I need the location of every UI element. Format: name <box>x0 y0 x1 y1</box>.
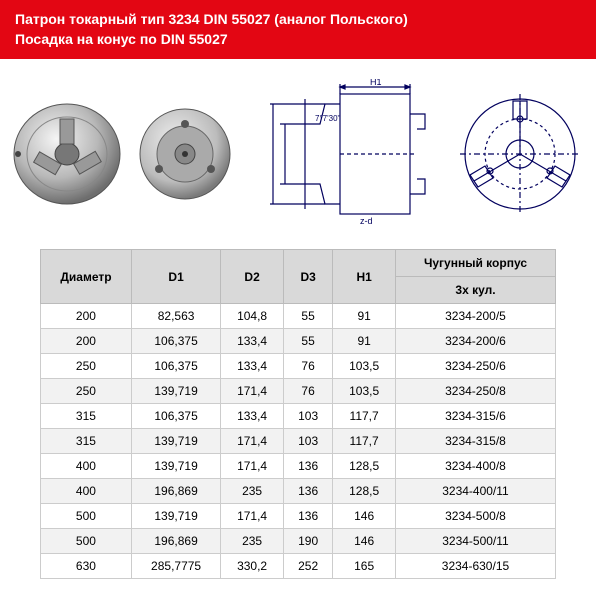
table-cell: 3234-250/8 <box>395 379 555 404</box>
table-cell: 250 <box>41 379 132 404</box>
table-cell: 117,7 <box>333 429 396 454</box>
table-row: 500139,719171,41361463234-500/8 <box>41 504 556 529</box>
table-row: 250139,719171,476103,53234-250/8 <box>41 379 556 404</box>
table-cell: 139,719 <box>131 454 220 479</box>
table-cell: 128,5 <box>333 479 396 504</box>
table-cell: 55 <box>283 329 332 354</box>
label-angle: 7°7'30" <box>315 114 341 123</box>
table-cell: 171,4 <box>221 429 284 454</box>
table-cell: 146 <box>333 504 396 529</box>
table-cell: 196,869 <box>131 479 220 504</box>
table-cell: 106,375 <box>131 404 220 429</box>
table-cell: 55 <box>283 304 332 329</box>
table-cell: 250 <box>41 354 132 379</box>
table-cell: 190 <box>283 529 332 554</box>
table-cell: 91 <box>333 304 396 329</box>
product-photo-1 <box>10 99 125 209</box>
col-d2: D2 <box>221 250 284 304</box>
table-row: 400139,719171,4136128,53234-400/8 <box>41 454 556 479</box>
table-cell: 136 <box>283 454 332 479</box>
table-cell: 136 <box>283 479 332 504</box>
table-cell: 315 <box>41 404 132 429</box>
table-cell: 200 <box>41 304 132 329</box>
table-cell: 235 <box>221 479 284 504</box>
table-row: 315139,719171,4103117,73234-315/8 <box>41 429 556 454</box>
spec-table: Диаметр D1 D2 D3 H1 Чугунный корпус 3х к… <box>40 249 556 579</box>
table-cell: 139,719 <box>131 504 220 529</box>
product-photo-2 <box>135 104 235 204</box>
table-cell: 128,5 <box>333 454 396 479</box>
table-cell: 400 <box>41 479 132 504</box>
table-cell: 252 <box>283 554 332 579</box>
table-cell: 165 <box>333 554 396 579</box>
table-cell: 139,719 <box>131 379 220 404</box>
table-cell: 76 <box>283 354 332 379</box>
table-cell: 235 <box>221 529 284 554</box>
table-cell: 3234-250/6 <box>395 354 555 379</box>
col-d1: D1 <box>131 250 220 304</box>
col-subheader: 3х кул. <box>395 277 555 304</box>
table-cell: 76 <box>283 379 332 404</box>
table-cell: 500 <box>41 529 132 554</box>
table-cell: 133,4 <box>221 354 284 379</box>
table-cell: 330,2 <box>221 554 284 579</box>
table-cell: 117,7 <box>333 404 396 429</box>
label-zd: z-d <box>360 216 373 226</box>
table-cell: 103 <box>283 404 332 429</box>
table-cell: 315 <box>41 429 132 454</box>
table-cell: 3234-200/5 <box>395 304 555 329</box>
table-cell: 104,8 <box>221 304 284 329</box>
table-cell: 136 <box>283 504 332 529</box>
spec-table-container: Диаметр D1 D2 D3 H1 Чугунный корпус 3х к… <box>0 249 596 599</box>
table-cell: 285,7775 <box>131 554 220 579</box>
table-row: 20082,563104,855913234-200/5 <box>41 304 556 329</box>
table-cell: 3234-315/6 <box>395 404 555 429</box>
table-row: 315106,375133,4103117,73234-315/6 <box>41 404 556 429</box>
technical-drawing-section: H1 7°7'30" z-d <box>245 79 445 229</box>
technical-drawing-front <box>455 89 585 219</box>
table-head: Диаметр D1 D2 D3 H1 Чугунный корпус 3х к… <box>41 250 556 304</box>
table-cell: 3234-315/8 <box>395 429 555 454</box>
table-cell: 91 <box>333 329 396 354</box>
table-cell: 171,4 <box>221 379 284 404</box>
table-cell: 400 <box>41 454 132 479</box>
table-cell: 133,4 <box>221 404 284 429</box>
table-cell: 106,375 <box>131 329 220 354</box>
table-cell: 146 <box>333 529 396 554</box>
col-body: Чугунный корпус <box>395 250 555 277</box>
table-cell: 3234-200/6 <box>395 329 555 354</box>
header-title-1: Патрон токарный тип 3234 DIN 55027 (анал… <box>15 10 581 30</box>
table-row: 630285,7775330,22521653234-630/15 <box>41 554 556 579</box>
table-cell: 103,5 <box>333 379 396 404</box>
table-cell: 3234-500/11 <box>395 529 555 554</box>
table-cell: 171,4 <box>221 504 284 529</box>
table-cell: 200 <box>41 329 132 354</box>
table-body: 20082,563104,855913234-200/5200106,37513… <box>41 304 556 579</box>
table-cell: 103,5 <box>333 354 396 379</box>
table-cell: 103 <box>283 429 332 454</box>
product-images-row: H1 7°7'30" z-d <box>0 59 596 249</box>
table-cell: 82,563 <box>131 304 220 329</box>
table-cell: 3234-500/8 <box>395 504 555 529</box>
table-cell: 500 <box>41 504 132 529</box>
header-banner: Патрон токарный тип 3234 DIN 55027 (анал… <box>0 0 596 59</box>
col-h1: H1 <box>333 250 396 304</box>
table-cell: 3234-400/11 <box>395 479 555 504</box>
table-cell: 3234-630/15 <box>395 554 555 579</box>
table-cell: 139,719 <box>131 429 220 454</box>
table-row: 400196,869235136128,53234-400/11 <box>41 479 556 504</box>
table-cell: 106,375 <box>131 354 220 379</box>
col-diameter: Диаметр <box>41 250 132 304</box>
header-title-2: Посадка на конус по DIN 55027 <box>15 30 581 50</box>
table-cell: 3234-400/8 <box>395 454 555 479</box>
table-row: 500196,8692351901463234-500/11 <box>41 529 556 554</box>
label-h1: H1 <box>370 79 382 87</box>
table-cell: 630 <box>41 554 132 579</box>
table-row: 250106,375133,476103,53234-250/6 <box>41 354 556 379</box>
table-cell: 171,4 <box>221 454 284 479</box>
table-cell: 196,869 <box>131 529 220 554</box>
table-row: 200106,375133,455913234-200/6 <box>41 329 556 354</box>
table-cell: 133,4 <box>221 329 284 354</box>
col-d3: D3 <box>283 250 332 304</box>
